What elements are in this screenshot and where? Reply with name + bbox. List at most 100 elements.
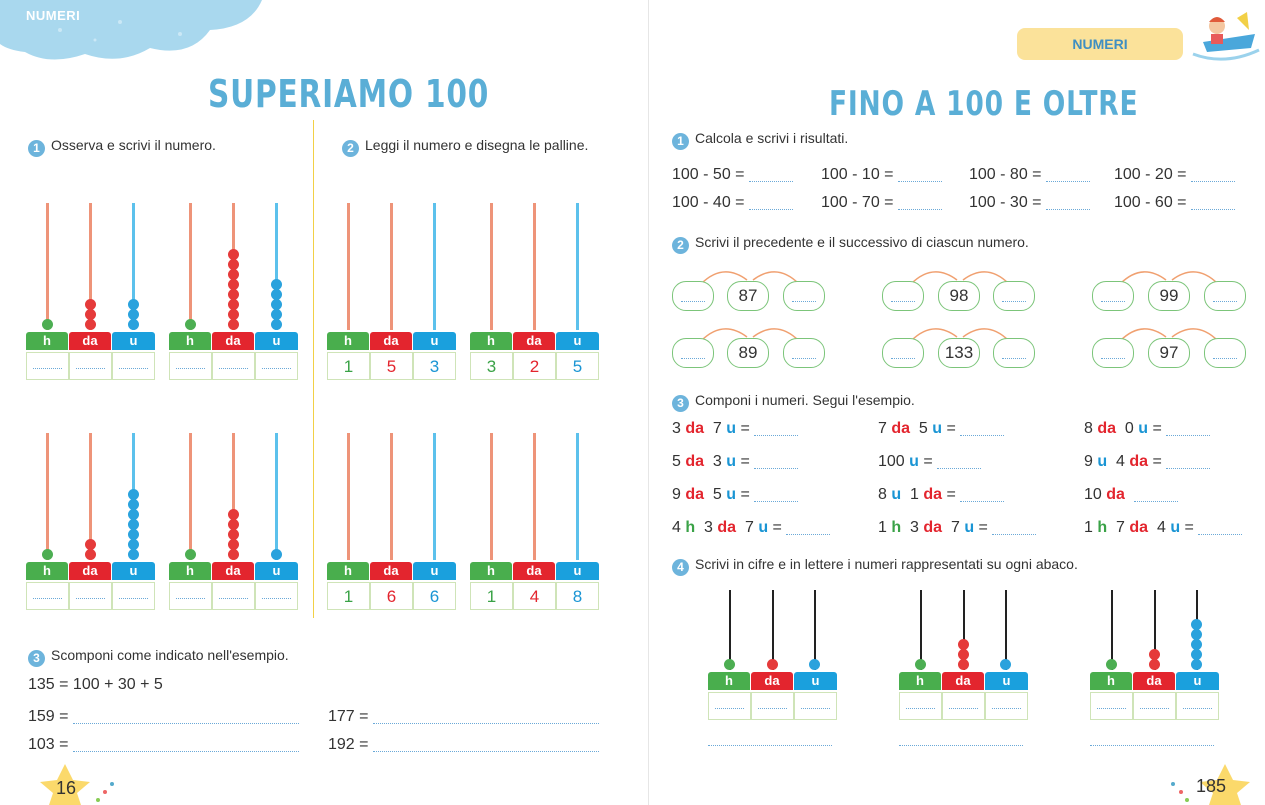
answer-cell-u[interactable]: [112, 582, 155, 610]
header-h: h: [1090, 672, 1132, 690]
exercise-number-badge: 3: [28, 650, 45, 667]
calc-item: 100 - 30 =: [969, 194, 1090, 212]
answer-cell-h[interactable]: [26, 582, 69, 610]
answer-cell-h[interactable]: [1090, 692, 1133, 720]
successor-box[interactable]: [1204, 338, 1246, 368]
answer-line[interactable]: [960, 435, 1005, 436]
compose-item: 10 da: [1084, 486, 1178, 504]
bead: [228, 249, 239, 260]
answer-line[interactable]: [1198, 534, 1243, 535]
rod-u: [275, 203, 278, 330]
answer-cell-da[interactable]: [69, 582, 112, 610]
answer-line[interactable]: [754, 468, 799, 469]
number-in-words-line[interactable]: [1090, 745, 1214, 746]
predecessor-box[interactable]: [1092, 338, 1134, 368]
answer-cell-u[interactable]: [255, 582, 298, 610]
answer-cell-h[interactable]: [26, 352, 69, 380]
answer-cell-u[interactable]: [255, 352, 298, 380]
abacus-rod: [963, 590, 965, 670]
answer-line[interactable]: [72, 723, 299, 724]
bead: [42, 319, 53, 330]
bead: [128, 549, 139, 560]
answer-line[interactable]: [1166, 468, 1211, 469]
answer-cell-h[interactable]: [169, 352, 212, 380]
header-da: da: [1133, 672, 1175, 690]
number-in-words-line[interactable]: [899, 745, 1023, 746]
bead: [85, 539, 96, 550]
answer-cell-h[interactable]: [169, 582, 212, 610]
predecessor-box[interactable]: [882, 338, 924, 368]
header-u: u: [1176, 672, 1219, 690]
bead: [767, 659, 778, 670]
answer-cell-u[interactable]: [1176, 692, 1219, 720]
bead: [228, 259, 239, 270]
dotted-blank: [119, 368, 148, 369]
header-da: da: [513, 332, 555, 350]
answer-line[interactable]: [786, 534, 831, 535]
abacus-rod: [433, 203, 436, 330]
answer-line[interactable]: [1166, 435, 1211, 436]
answer-line[interactable]: [1045, 181, 1090, 182]
abacus: h da u: [26, 200, 156, 380]
answer-cell-da[interactable]: [751, 692, 794, 720]
bead: [271, 289, 282, 300]
answer-line[interactable]: [897, 181, 942, 182]
answer-line[interactable]: [372, 751, 599, 752]
answer-line[interactable]: [754, 435, 799, 436]
predecessor-box[interactable]: [1092, 281, 1134, 311]
predecessor-box[interactable]: [882, 281, 924, 311]
answer-line[interactable]: [748, 181, 793, 182]
header-h: h: [708, 672, 750, 690]
answer-line[interactable]: [72, 751, 299, 752]
answer-line[interactable]: [1190, 181, 1235, 182]
abacus-rod: [576, 433, 579, 560]
answer-line[interactable]: [748, 209, 793, 210]
dotted-blank: [176, 368, 205, 369]
answer-cell-da[interactable]: [1133, 692, 1176, 720]
answer-line[interactable]: [372, 723, 599, 724]
compose-item: 1 h 3 da 7 u =: [878, 519, 1037, 537]
successor-box[interactable]: [993, 338, 1035, 368]
abacus-rod: [89, 433, 92, 560]
abacus: h da u: [708, 590, 838, 720]
answer-line[interactable]: [960, 501, 1005, 502]
answer-cell-u[interactable]: [985, 692, 1028, 720]
successor-box[interactable]: [783, 281, 825, 311]
answer-cell-u[interactable]: [794, 692, 837, 720]
exercise-number-badge: 3: [672, 395, 689, 412]
answer-cell-da[interactable]: [942, 692, 985, 720]
predecessor-box[interactable]: [672, 338, 714, 368]
bead: [128, 489, 139, 500]
compose-item: 9 da 5 u =: [672, 486, 799, 504]
header-u: u: [794, 672, 837, 690]
answer-line[interactable]: [1133, 501, 1178, 502]
answer-line[interactable]: [1190, 209, 1235, 210]
successor-box[interactable]: [783, 338, 825, 368]
exercise-text: Scrivi il precedente e il successivo di …: [695, 234, 1029, 250]
answer-cell-da[interactable]: [212, 352, 255, 380]
bead: [228, 509, 239, 520]
abacus-rod: [814, 590, 816, 670]
abacus-rod: [347, 203, 350, 330]
answer-line[interactable]: [992, 534, 1037, 535]
answer-line[interactable]: [754, 501, 799, 502]
answer-cell-da[interactable]: [212, 582, 255, 610]
star-decoration: [1171, 764, 1250, 805]
successor-box[interactable]: [1204, 281, 1246, 311]
exercise-text: Osserva e scrivi il numero.: [51, 137, 216, 153]
answer-cell-h[interactable]: [899, 692, 942, 720]
answer-cell-u[interactable]: [112, 352, 155, 380]
answer-line[interactable]: [897, 209, 942, 210]
successor-box[interactable]: [993, 281, 1035, 311]
decompose-item: 159 =: [28, 708, 299, 726]
answer-line[interactable]: [1045, 209, 1090, 210]
answer-cell-h[interactable]: [708, 692, 751, 720]
answer-cell-da[interactable]: [69, 352, 112, 380]
bead: [185, 319, 196, 330]
answer-line[interactable]: [937, 468, 982, 469]
exercise-2-instruction: 2 Leggi il numero e disegna le palline.: [342, 137, 588, 157]
predecessor-box[interactable]: [672, 281, 714, 311]
rod-u: [132, 203, 135, 330]
number-in-words-line[interactable]: [708, 745, 832, 746]
bead: [128, 509, 139, 520]
